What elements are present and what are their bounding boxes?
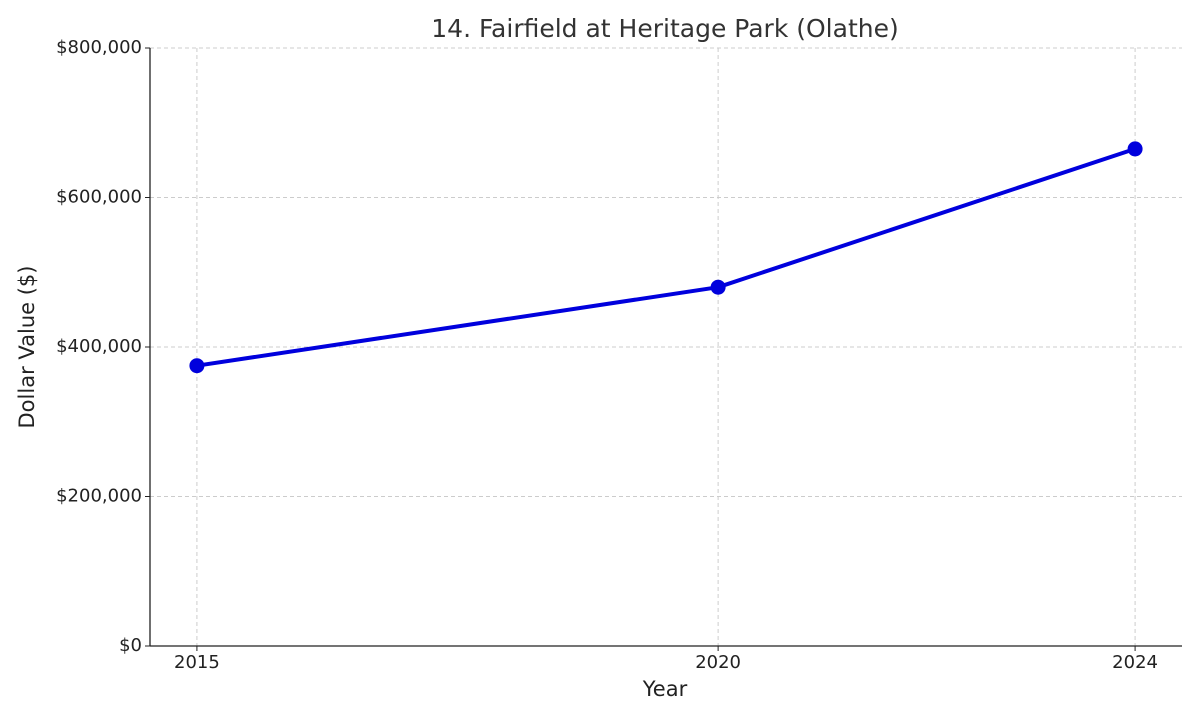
y-tick-label: $600,000 (56, 187, 142, 208)
y-tick-label: $400,000 (56, 336, 142, 357)
x-axis-label: Year (642, 677, 688, 701)
data-line (196, 147, 1136, 368)
y-tick-label: $0 (119, 635, 142, 656)
y-tick-label: $800,000 (56, 37, 142, 58)
data-point (1127, 141, 1143, 157)
chart-title: 14. Fairfield at Heritage Park (Olathe) (431, 14, 898, 43)
x-tick-label: 2020 (695, 652, 741, 673)
data-point (710, 279, 726, 295)
data-point (189, 358, 205, 374)
x-tick-label: 2015 (174, 652, 220, 673)
y-axis-label: Dollar Value ($) (15, 266, 39, 429)
x-tick-label: 2024 (1112, 652, 1158, 673)
y-tick-label: $200,000 (56, 486, 142, 507)
